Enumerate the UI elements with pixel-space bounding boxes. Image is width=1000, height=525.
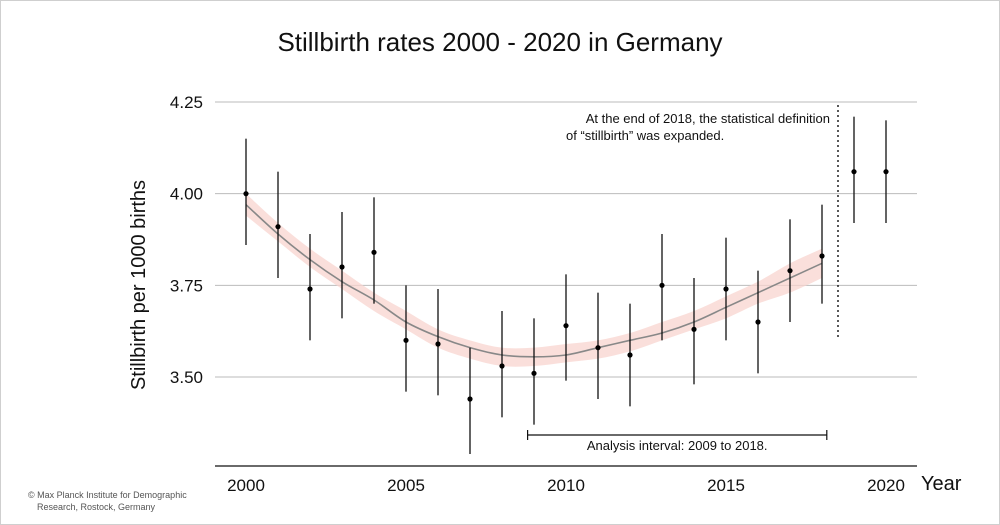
data-point-2018 xyxy=(819,253,825,259)
x-tick-2020: 2020 xyxy=(867,476,905,495)
data-point-2002 xyxy=(307,286,313,292)
y-tick-4.00: 4.00 xyxy=(170,185,203,204)
y-axis-label: Stillbirth per 1000 births xyxy=(128,180,150,390)
y-tick-labels: 3.50 3.75 4.00 4.25 xyxy=(170,93,203,387)
trend-ribbon-layer xyxy=(246,193,822,367)
data-point-2003 xyxy=(339,264,345,270)
data-point-2005 xyxy=(403,337,409,343)
data-points-layer xyxy=(243,116,889,454)
x-tick-2005: 2005 xyxy=(387,476,425,495)
data-point-2000 xyxy=(243,191,249,197)
data-point-2014 xyxy=(691,326,697,332)
x-tick-labels: 2000 2005 2010 2015 2020 xyxy=(227,476,905,495)
analysis-interval-bracket xyxy=(526,430,828,440)
definition-note-line2: of “stillbirth” was expanded. xyxy=(566,128,724,143)
copyright-line-1: © Max Planck Institute for Demographic xyxy=(28,490,187,500)
trend-confidence-ribbon xyxy=(246,193,822,367)
data-point-2012 xyxy=(627,352,633,358)
data-point-2004 xyxy=(371,249,377,255)
data-point-2013 xyxy=(659,282,665,288)
data-point-2006 xyxy=(435,341,441,347)
copyright-line-2: Research, Rostock, Germany xyxy=(37,502,156,512)
data-point-2017 xyxy=(787,268,793,274)
data-point-2016 xyxy=(755,319,761,325)
definition-note-line1: At the end of 2018, the statistical defi… xyxy=(586,111,830,126)
y-tick-4.25: 4.25 xyxy=(170,93,203,112)
x-tick-2000: 2000 xyxy=(227,476,265,495)
analysis-interval-label: Analysis interval: 2009 to 2018. xyxy=(587,438,768,453)
y-tick-3.50: 3.50 xyxy=(170,368,203,387)
data-point-2015 xyxy=(723,286,729,292)
data-point-2019 xyxy=(851,169,857,175)
x-tick-2015: 2015 xyxy=(707,476,745,495)
data-point-2011 xyxy=(595,345,601,351)
data-point-2010 xyxy=(563,323,569,329)
data-point-2007 xyxy=(467,396,473,402)
data-point-2009 xyxy=(531,370,537,376)
x-axis-label: Year xyxy=(921,473,962,495)
data-point-2001 xyxy=(275,224,281,230)
data-point-2008 xyxy=(499,363,505,369)
x-tick-2010: 2010 xyxy=(547,476,585,495)
chart-title: Stillbirth rates 2000 - 2020 in Germany xyxy=(277,27,722,57)
data-point-2020 xyxy=(883,169,889,175)
y-tick-3.75: 3.75 xyxy=(170,276,203,295)
